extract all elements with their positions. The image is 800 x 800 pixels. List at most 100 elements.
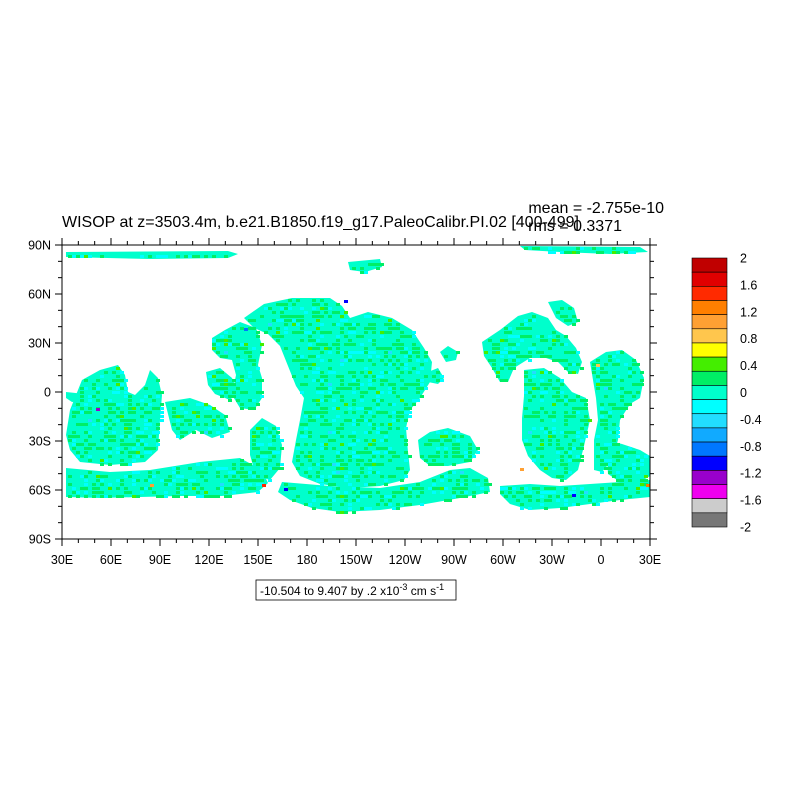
field-cell bbox=[536, 487, 540, 490]
field-cell bbox=[320, 315, 324, 318]
field-cell bbox=[376, 447, 380, 450]
field-cell bbox=[496, 371, 500, 374]
field-cell bbox=[408, 411, 412, 414]
field-cell bbox=[256, 379, 260, 382]
field-cell bbox=[244, 471, 248, 474]
field-cell bbox=[348, 331, 352, 334]
colorbar-box bbox=[691, 441, 728, 457]
field-cell bbox=[612, 475, 616, 478]
field-cell bbox=[220, 383, 224, 386]
field-cell bbox=[360, 399, 364, 402]
field-cell bbox=[616, 483, 620, 486]
field-cell bbox=[248, 359, 252, 362]
field-cell bbox=[296, 467, 300, 470]
field-cell bbox=[332, 475, 336, 478]
field-cell bbox=[452, 455, 456, 458]
field-cell bbox=[608, 431, 612, 434]
field-cell bbox=[444, 475, 448, 478]
field-cell bbox=[332, 391, 336, 394]
field-cell bbox=[528, 359, 532, 362]
field-cell bbox=[560, 315, 564, 318]
field-cell bbox=[336, 495, 340, 498]
field-cell bbox=[388, 383, 392, 386]
field-cell bbox=[188, 467, 192, 470]
field-cell bbox=[568, 471, 572, 474]
field-cell bbox=[556, 447, 560, 450]
field-cell bbox=[292, 323, 296, 326]
field-cell bbox=[100, 483, 104, 486]
field-cell bbox=[188, 479, 192, 482]
field-cell bbox=[252, 327, 256, 330]
field-cell bbox=[392, 475, 396, 478]
field-cell bbox=[388, 391, 392, 394]
field-cell bbox=[160, 407, 164, 410]
field-cell bbox=[604, 459, 608, 462]
field-cell bbox=[340, 495, 344, 498]
field-cell bbox=[344, 403, 348, 406]
field-cell bbox=[332, 471, 336, 474]
field-cell bbox=[544, 431, 548, 434]
field-cell bbox=[424, 359, 428, 362]
field-cell bbox=[228, 383, 232, 386]
field-cell bbox=[348, 483, 352, 486]
field-cell bbox=[324, 463, 328, 466]
field-cell bbox=[140, 399, 144, 402]
field-cell bbox=[236, 363, 240, 366]
field-cell bbox=[328, 351, 332, 354]
field-cell bbox=[368, 323, 372, 326]
field-cell bbox=[160, 411, 164, 414]
field-cell bbox=[528, 499, 532, 502]
field-cell bbox=[268, 479, 272, 482]
field-cell bbox=[104, 419, 108, 422]
field-cell bbox=[156, 379, 160, 382]
field-cell bbox=[252, 479, 256, 482]
field-cell bbox=[536, 387, 540, 390]
field-cell bbox=[332, 407, 336, 410]
field-cell bbox=[320, 399, 324, 402]
field-cell bbox=[608, 491, 612, 494]
field-cell bbox=[336, 323, 340, 326]
field-cell bbox=[336, 375, 340, 378]
field-cell bbox=[472, 455, 476, 458]
field-cell bbox=[112, 391, 116, 394]
field-cell bbox=[632, 359, 636, 362]
field-cell bbox=[348, 407, 352, 410]
field-cell bbox=[436, 455, 440, 458]
colorbar-labels: 21.61.20.80.40-0.4-0.8-1.2-1.6-2 bbox=[740, 252, 762, 535]
field-cell bbox=[120, 435, 124, 438]
field-cell bbox=[360, 407, 364, 410]
field-cell bbox=[252, 363, 256, 366]
field-cell bbox=[388, 331, 392, 334]
field-cell bbox=[360, 267, 364, 270]
field-cell bbox=[72, 411, 76, 414]
field-cell bbox=[576, 319, 580, 322]
field-cell bbox=[360, 335, 364, 338]
field-cell bbox=[100, 495, 104, 498]
field-cell bbox=[192, 483, 196, 486]
field-cell bbox=[84, 491, 88, 494]
field-cell bbox=[296, 315, 300, 318]
field-cell bbox=[120, 383, 124, 386]
field-cell bbox=[532, 395, 536, 398]
field-cell bbox=[540, 383, 544, 386]
field-cell bbox=[160, 403, 164, 406]
field-cell bbox=[124, 435, 128, 438]
field-cell bbox=[376, 263, 380, 266]
field-cell bbox=[396, 339, 400, 342]
field-cell bbox=[612, 375, 616, 378]
field-cell bbox=[512, 343, 516, 346]
field-cell bbox=[300, 323, 304, 326]
field-cell bbox=[608, 495, 612, 498]
field-cell bbox=[240, 379, 244, 382]
field-cell bbox=[540, 395, 544, 398]
field-cell bbox=[596, 435, 600, 438]
field-cell bbox=[156, 255, 160, 258]
field-cell bbox=[492, 367, 496, 370]
field-cell bbox=[232, 395, 236, 398]
field-cell bbox=[556, 495, 560, 498]
field-cell bbox=[404, 475, 408, 478]
field-cell bbox=[500, 367, 504, 370]
field-cell bbox=[312, 339, 316, 342]
field-cell bbox=[332, 483, 336, 486]
